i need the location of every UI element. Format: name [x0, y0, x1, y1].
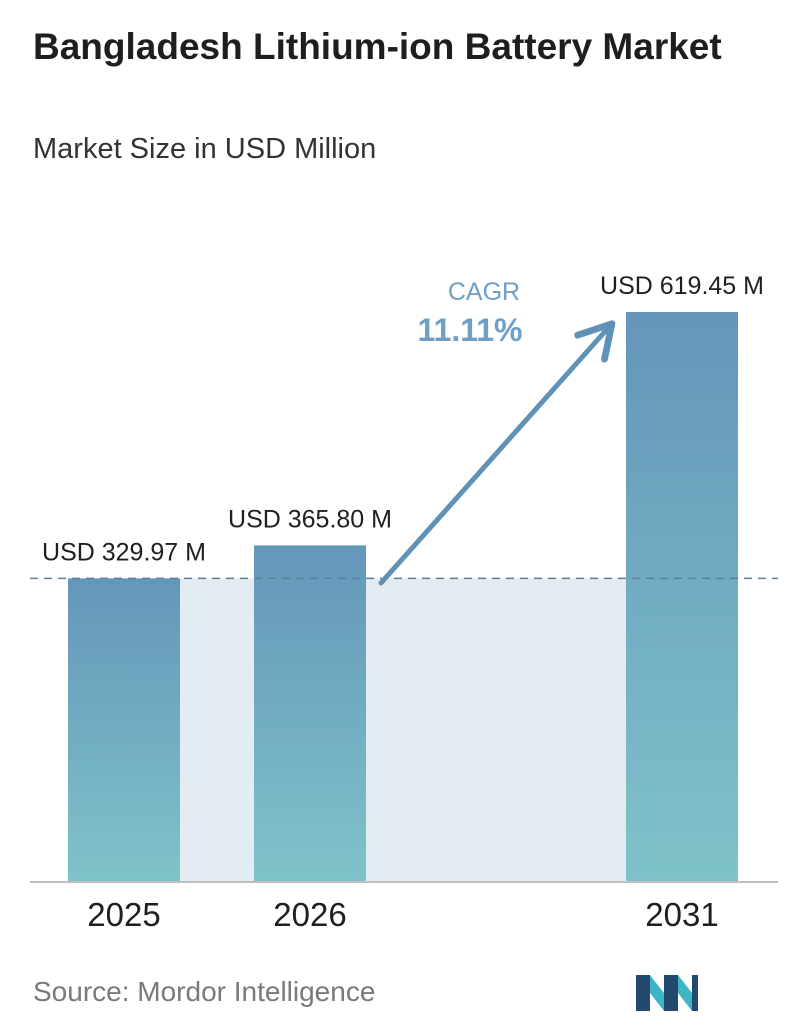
source-note: Source: Mordor Intelligence: [33, 976, 376, 1007]
chart-title: Bangladesh Lithium-ion Battery Market: [33, 26, 722, 67]
cagr-label: CAGR: [448, 278, 520, 306]
value-label-2025: USD 329.97 M: [42, 538, 206, 566]
x-tick-2026: 2026: [273, 896, 346, 933]
x-tick-2031: 2031: [645, 896, 718, 933]
value-label-2026: USD 365.80 M: [228, 505, 392, 533]
x-tick-2025: 2025: [87, 896, 160, 933]
value-label-2031: USD 619.45 M: [600, 272, 764, 300]
cagr-value: 11.11%: [418, 312, 523, 348]
cagr-arrow: [378, 320, 616, 586]
bar-2026: [254, 545, 366, 882]
mordor-intelligence-logo: [636, 975, 698, 1011]
chart-subtitle: Market Size in USD Million: [33, 133, 377, 165]
bar-2031: [626, 312, 738, 882]
bar-2025: [68, 578, 180, 882]
